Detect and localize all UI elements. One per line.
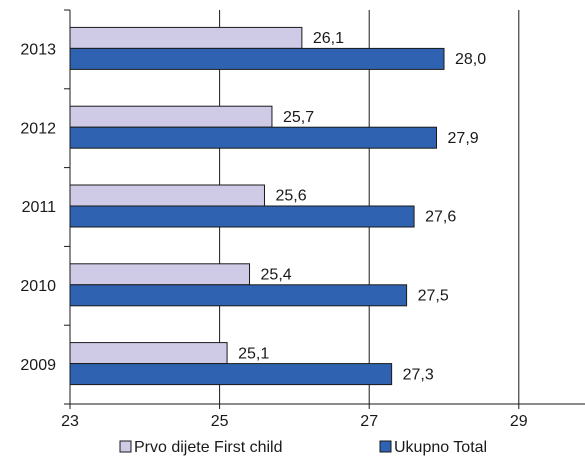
labels: 26,1 28,0 2013 25,7 27,9 2012 25,6 27,6 2011 25,4…	[20, 30, 527, 430]
data-label-first-child-2009: 25,1	[238, 345, 269, 362]
x-tick-label-29: 29	[510, 413, 528, 430]
data-label-total-2013: 28,0	[455, 51, 486, 68]
bar-total-2011	[69, 205, 415, 228]
bar-first-child-2009	[69, 342, 228, 365]
legend-label-first-child: Prvo dijete First child	[134, 439, 283, 456]
data-label-first-child-2013: 26,1	[313, 30, 344, 47]
legend-swatch-total	[379, 440, 392, 453]
category-label-2012: 2012	[20, 120, 56, 137]
category-label-2011: 2011	[22, 199, 57, 216]
x-tick-label-27: 27	[360, 413, 378, 430]
data-label-total-2010: 27,5	[418, 288, 449, 305]
axes	[64, 9, 585, 409]
x-tick-label-25: 25	[211, 413, 229, 430]
bar-first-child-2012	[69, 105, 273, 128]
data-label-first-child-2011: 25,6	[275, 188, 306, 205]
x-tick-label-23: 23	[61, 413, 79, 430]
category-label-2010: 2010	[20, 278, 56, 295]
bar-total-2009	[69, 363, 393, 386]
data-label-total-2012: 27,9	[448, 130, 479, 147]
bar-first-child-2010	[69, 263, 251, 286]
data-label-total-2009: 27,3	[403, 366, 434, 383]
legend-label-total: Ukupno Total	[394, 439, 487, 456]
legend-swatch-first-child	[119, 440, 132, 453]
data-label-first-child-2010: 25,4	[261, 267, 292, 284]
bar-first-child-2011	[69, 184, 265, 207]
bar-first-child-2013	[69, 26, 303, 49]
legend: Prvo dijete First child Ukupno Total	[119, 439, 487, 456]
bar-total-2013	[69, 47, 445, 70]
data-label-total-2011: 27,6	[425, 209, 456, 226]
bar-total-2010	[69, 284, 408, 307]
bar-total-2012	[69, 126, 438, 149]
bars	[69, 26, 445, 386]
data-label-first-child-2012: 25,7	[283, 109, 314, 126]
category-label-2009: 2009	[20, 357, 56, 374]
category-label-2013: 2013	[20, 42, 56, 59]
